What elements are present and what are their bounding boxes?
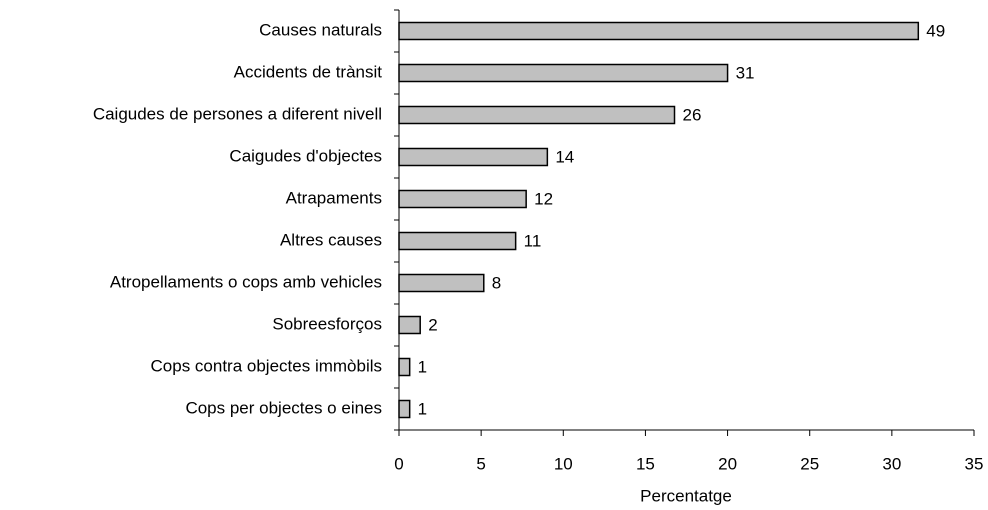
y-tick-label: Caigudes d'objectes [229, 146, 382, 165]
x-tick-label: 5 [476, 454, 485, 473]
data-label: 1 [418, 399, 427, 418]
y-tick-label: Caigudes de persones a diferent nivell [93, 104, 382, 123]
x-tick-label: 0 [394, 454, 403, 473]
bar [398, 105, 676, 125]
bar [398, 231, 517, 251]
y-tick-label: Accidents de trànsit [234, 62, 383, 81]
x-tick-label: 15 [636, 454, 655, 473]
x-tick-label: 30 [882, 454, 901, 473]
data-label: 8 [492, 273, 501, 292]
data-label: 2 [428, 315, 437, 334]
bar [398, 399, 411, 419]
data-label: 14 [555, 147, 574, 166]
bar [398, 189, 527, 209]
y-tick-label: Atrapaments [286, 188, 382, 207]
bar [398, 147, 549, 167]
data-label: 11 [524, 231, 542, 250]
y-tick-label: Cops contra objectes immòbils [151, 356, 382, 375]
bar [398, 315, 421, 335]
data-label: 12 [534, 189, 553, 208]
x-tick-label: 25 [800, 454, 819, 473]
bar [398, 21, 920, 41]
bar [398, 357, 411, 377]
y-tick-label: Cops per objectes o eines [185, 398, 382, 417]
y-tick-label: Atropellaments o cops amb vehicles [110, 272, 382, 291]
y-tick-label: Sobreesforços [272, 314, 382, 333]
data-label: 31 [736, 63, 755, 82]
y-tick-label: Altres causes [280, 230, 382, 249]
data-label: 26 [683, 105, 702, 124]
data-label: 1 [418, 357, 427, 376]
x-tick-label: 20 [718, 454, 737, 473]
x-tick-label: 10 [554, 454, 573, 473]
x-tick-label: 35 [965, 454, 984, 473]
y-tick-label: Causes naturals [259, 20, 382, 39]
x-axis-title: Percentatge [640, 486, 732, 505]
bar [398, 63, 729, 83]
data-label: 49 [926, 21, 945, 40]
bar [398, 273, 485, 293]
